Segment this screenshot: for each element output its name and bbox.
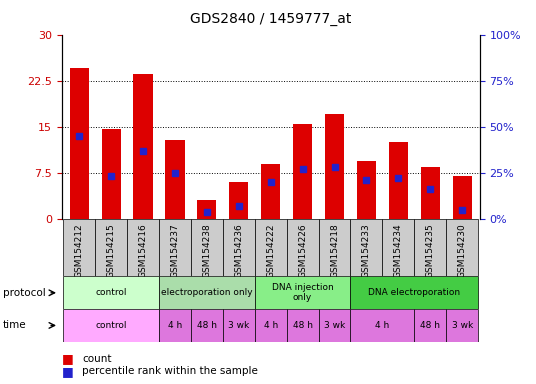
Bar <box>133 74 153 219</box>
Text: DNA injection
only: DNA injection only <box>272 283 333 303</box>
Bar <box>351 276 478 309</box>
Text: ■: ■ <box>62 353 73 366</box>
Bar <box>191 309 223 342</box>
Bar <box>382 219 414 276</box>
Bar <box>127 219 159 276</box>
Text: GSM154238: GSM154238 <box>203 223 211 278</box>
Bar <box>287 309 318 342</box>
Bar <box>223 219 255 276</box>
Bar <box>446 309 478 342</box>
Bar <box>63 219 95 276</box>
Bar <box>446 219 478 276</box>
Bar <box>287 219 318 276</box>
Text: 3 wk: 3 wk <box>324 321 345 330</box>
Text: protocol: protocol <box>3 288 46 298</box>
Text: 48 h: 48 h <box>197 321 217 330</box>
Text: GSM154215: GSM154215 <box>107 223 116 278</box>
Bar <box>229 182 248 219</box>
Bar <box>166 140 184 219</box>
Text: DNA electroporation: DNA electroporation <box>368 288 460 297</box>
Text: 48 h: 48 h <box>420 321 440 330</box>
Text: time: time <box>3 320 26 331</box>
Text: GSM154233: GSM154233 <box>362 223 371 278</box>
Bar <box>421 167 440 219</box>
Text: percentile rank within the sample: percentile rank within the sample <box>82 366 258 376</box>
Bar <box>255 219 287 276</box>
Text: GSM154218: GSM154218 <box>330 223 339 278</box>
Bar <box>452 176 472 219</box>
Bar <box>70 68 89 219</box>
Bar <box>159 219 191 276</box>
Text: 3 wk: 3 wk <box>451 321 473 330</box>
Text: count: count <box>82 354 111 364</box>
Text: 4 h: 4 h <box>375 321 390 330</box>
Bar <box>159 309 191 342</box>
Text: GSM154226: GSM154226 <box>298 223 307 278</box>
Bar <box>357 161 376 219</box>
Text: GSM154216: GSM154216 <box>138 223 147 278</box>
Bar <box>95 219 127 276</box>
Bar <box>414 219 446 276</box>
Text: GSM154234: GSM154234 <box>394 223 403 278</box>
Bar <box>255 309 287 342</box>
Text: GSM154237: GSM154237 <box>170 223 180 278</box>
Bar <box>197 200 217 219</box>
Text: GSM154212: GSM154212 <box>75 223 84 278</box>
Text: 3 wk: 3 wk <box>228 321 249 330</box>
Bar <box>389 142 408 219</box>
Text: ■: ■ <box>62 365 73 378</box>
Bar <box>261 164 280 219</box>
Bar <box>255 276 351 309</box>
Bar <box>293 124 312 219</box>
Bar <box>318 219 351 276</box>
Text: GDS2840 / 1459777_at: GDS2840 / 1459777_at <box>190 12 352 26</box>
Bar <box>101 129 121 219</box>
Bar <box>159 276 255 309</box>
Text: electroporation only: electroporation only <box>161 288 252 297</box>
Text: GSM154230: GSM154230 <box>458 223 467 278</box>
Text: control: control <box>95 321 127 330</box>
Text: 4 h: 4 h <box>168 321 182 330</box>
Bar <box>63 309 159 342</box>
Text: 4 h: 4 h <box>264 321 278 330</box>
Text: GSM154236: GSM154236 <box>234 223 243 278</box>
Text: GSM154222: GSM154222 <box>266 223 275 278</box>
Text: 48 h: 48 h <box>293 321 312 330</box>
Bar <box>351 219 382 276</box>
Bar <box>63 276 159 309</box>
Bar <box>191 219 223 276</box>
Bar <box>318 309 351 342</box>
Text: control: control <box>95 288 127 297</box>
Bar <box>414 309 446 342</box>
Text: GSM154235: GSM154235 <box>426 223 435 278</box>
Bar <box>325 114 344 219</box>
Bar <box>223 309 255 342</box>
Bar <box>351 309 414 342</box>
